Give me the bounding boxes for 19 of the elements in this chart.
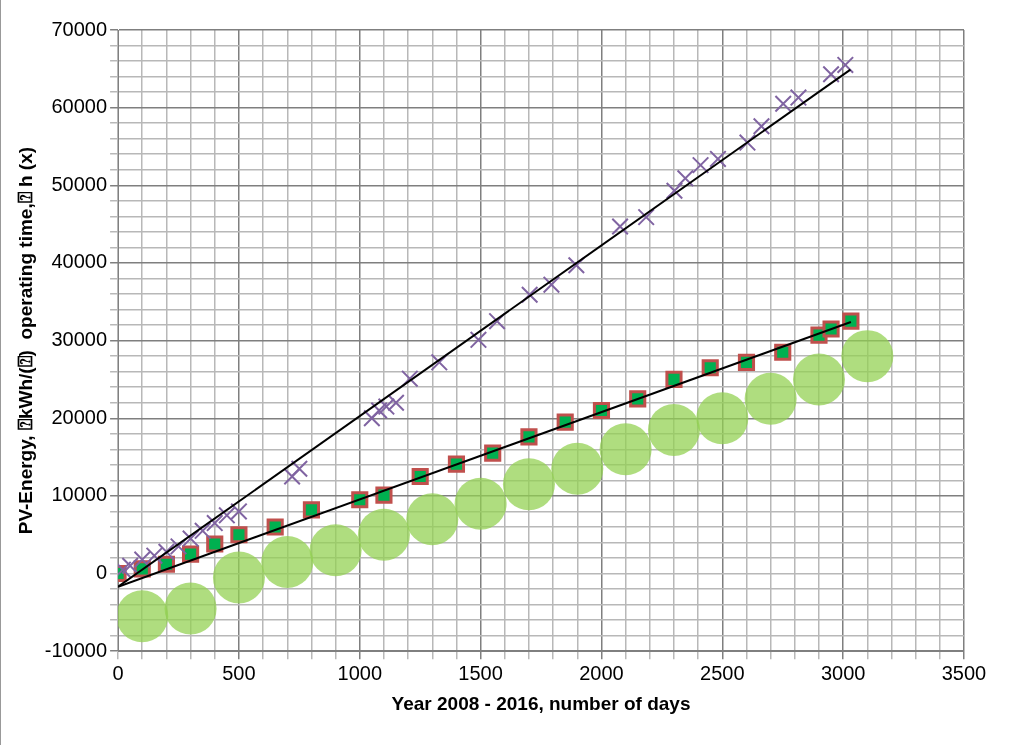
x-tick-label: 2000 <box>579 661 624 684</box>
y-tick-label: 20000 <box>51 405 108 428</box>
y-tick-label: 0 <box>95 561 108 584</box>
y-axis-title: PV-Energy, ⍰kWh/(⍰) operating time,⍰ h (x) <box>14 146 36 535</box>
x-axis-title: Year 2008 - 2016, number of days <box>391 692 691 714</box>
y-tick-label: 50000 <box>51 172 108 195</box>
y-tick-label: 60000 <box>51 95 108 118</box>
y-tick-label: 30000 <box>51 328 108 351</box>
x-tick-label: 500 <box>222 661 256 684</box>
x-tick-label: 0 <box>112 661 124 684</box>
y-tick-label: 10000 <box>51 483 108 506</box>
y-tick-label: 70000 <box>51 17 108 40</box>
y-tick-label: -10000 <box>44 638 108 661</box>
x-tick-label: 3500 <box>941 661 987 684</box>
y-tick-label: 40000 <box>51 250 108 273</box>
x-tick-label: 2500 <box>700 661 745 684</box>
x-tick-label: 1500 <box>458 661 503 684</box>
x-tick-label: 1000 <box>337 661 383 684</box>
x-tick-label: 3000 <box>820 661 866 684</box>
